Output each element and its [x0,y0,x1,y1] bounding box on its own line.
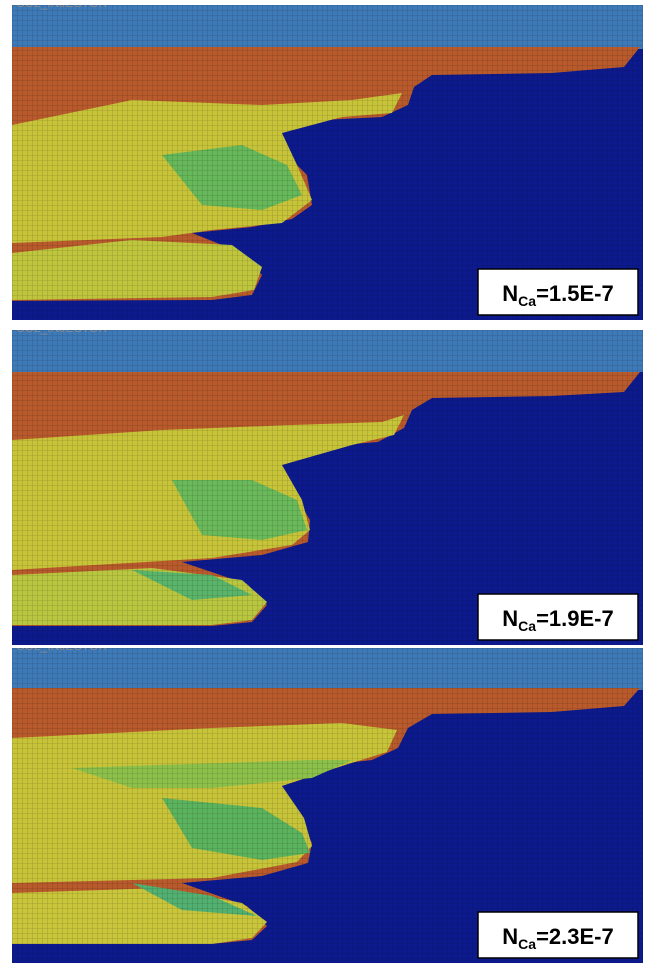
capillary-number-label: NCa=2.3E-7 [502,924,613,952]
capillary-number-label: NCa=1.5E-7 [502,281,613,309]
simulation-panel: CO2_INJECTOR NCa=1.5E-7 [12,5,643,320]
grid-overlay [12,330,643,645]
injector-label: CO2_INJECTOR [16,330,107,335]
injector-label: CO2_INJECTOR [16,648,107,653]
injector-label: CO2_INJECTOR [16,5,107,10]
label-subscript: Ca [518,936,536,952]
label-symbol: N [502,281,518,306]
simulation-panel: CO2_INJECTOR NCa=1.9E-7 [12,330,643,645]
label-value: =1.9E-7 [536,606,614,631]
panel-image: CO2_INJECTOR NCa=1.9E-7 [12,330,643,645]
label-symbol: N [502,924,518,949]
label-box [477,593,639,641]
label-value: =1.5E-7 [536,281,614,306]
label-box [477,911,639,959]
panel-image: CO2_INJECTOR NCa=1.5E-7 [12,5,643,320]
panel-image: CO2_INJECTOR NCa=2.3E-7 [12,648,643,963]
grid-overlay [12,5,643,320]
label-subscript: Ca [518,618,536,634]
label-symbol: N [502,606,518,631]
label-value: =2.3E-7 [536,924,614,949]
grid-overlay [12,648,643,963]
label-subscript: Ca [518,293,536,309]
label-box [477,268,639,316]
capillary-number-label: NCa=1.9E-7 [502,606,613,634]
simulation-panel: CO2_INJECTOR NCa=2.3E-7 [12,648,643,963]
